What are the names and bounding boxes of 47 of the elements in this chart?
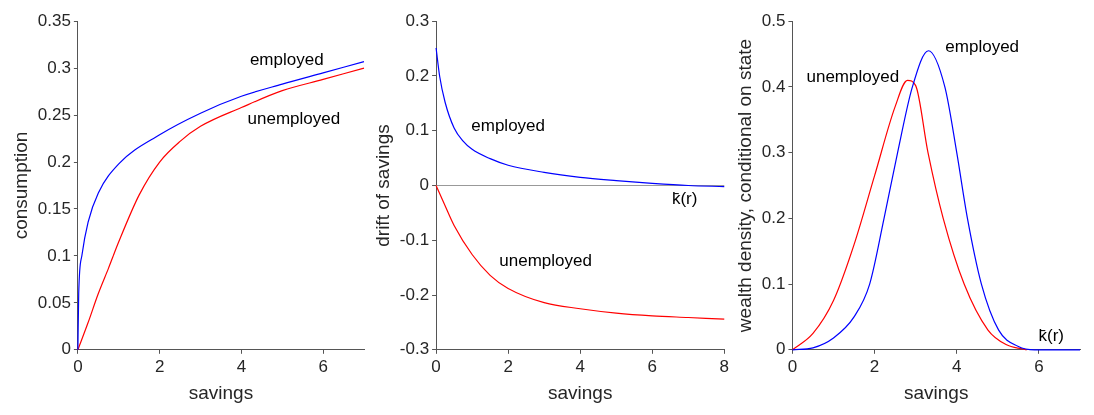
y-tick-label: -0.3	[399, 339, 430, 359]
x-tick-label: 4	[236, 356, 247, 376]
y-tick-label: 0.25	[37, 104, 71, 124]
y-tick-label: 0.3	[405, 10, 430, 30]
annotation: k̄(r)	[671, 188, 698, 208]
y-tick-label: 0	[61, 339, 71, 359]
y-tick-label: 0.2	[761, 208, 786, 228]
series-label: employed	[249, 50, 324, 70]
y-axis-title: drift of savings	[371, 124, 393, 247]
y-tick-label: 0	[419, 175, 430, 195]
x-tick-label: 6	[1034, 356, 1044, 376]
x-tick-label: 2	[154, 356, 165, 376]
series-label: unemployed	[806, 66, 900, 86]
y-tick-label: -0.2	[399, 284, 430, 304]
y-tick-label: 0.1	[761, 273, 786, 293]
y-tick-label: 0.1	[405, 120, 430, 140]
y-tick-label: 0.3	[761, 142, 786, 162]
x-axis-title: savings	[904, 381, 969, 403]
y-axis-title: wealth density, conditional on state	[733, 38, 755, 334]
y-tick-label: 0.05	[37, 292, 71, 312]
y-tick-label: 0.1	[47, 245, 71, 265]
y-tick-label: 0.2	[47, 151, 71, 171]
y-tick-label: 0.2	[405, 65, 430, 85]
series-label: unemployed	[499, 250, 592, 270]
y-tick-label: 0	[775, 339, 786, 359]
y-tick-label: 0.5	[761, 10, 786, 30]
x-tick-label: 2	[503, 356, 513, 376]
x-axis-title: savings	[547, 381, 613, 403]
x-tick-label: 6	[318, 356, 328, 376]
x-tick-label: 2	[869, 356, 880, 376]
y-tick-label: -0.1	[399, 229, 430, 249]
y-tick-label: 0.15	[37, 198, 71, 218]
y-tick-label: 0.3	[47, 57, 71, 77]
y-tick-label: 0.4	[761, 76, 786, 96]
x-axis-title: savings	[188, 381, 254, 403]
series-label: employed	[471, 116, 545, 136]
x-tick-label: 4	[952, 356, 962, 376]
series-label: unemployed	[247, 109, 341, 129]
x-tick-label: 8	[719, 356, 730, 376]
y-tick-label: 0.35	[37, 10, 71, 30]
x-tick-label: 4	[575, 356, 585, 376]
line-series	[435, 184, 725, 320]
annotation: k̄(r)	[1038, 325, 1064, 345]
y-axis-title: consumption	[9, 131, 31, 240]
series-label: employed	[945, 37, 1020, 57]
x-tick-label: 6	[647, 356, 657, 376]
line-series	[435, 47, 725, 188]
